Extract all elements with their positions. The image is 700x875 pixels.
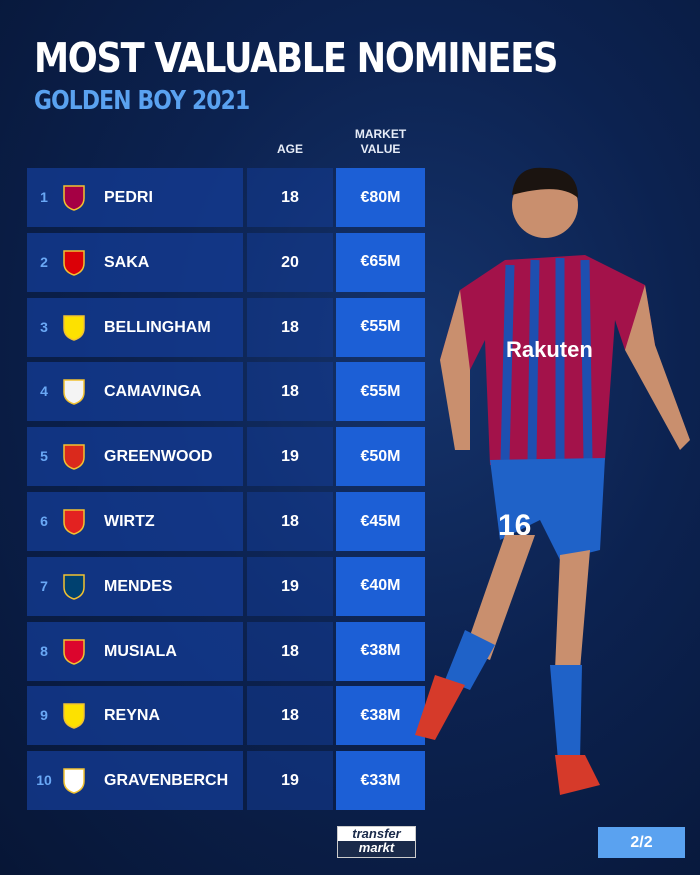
- page-indicator: 2/2: [598, 827, 685, 858]
- name-cell: 6 WIRTZ: [27, 492, 243, 551]
- age-cell: 19: [247, 556, 333, 616]
- table-row: 7 MENDES 19 €40M: [27, 556, 425, 616]
- player-name: MUSIALA: [104, 642, 177, 660]
- age-cell: 18: [247, 168, 333, 227]
- age-cell: 19: [247, 751, 333, 811]
- age-value: 19: [281, 772, 299, 790]
- player-name: CAMAVINGA: [104, 383, 202, 401]
- logo-line2: markt: [358, 840, 395, 855]
- player-name: WIRTZ: [104, 513, 155, 530]
- age-value: 18: [281, 707, 299, 725]
- page-title: MOST VALUABLE NOMINEES: [34, 34, 558, 82]
- table-row: 6 WIRTZ 18 €45M: [27, 492, 425, 551]
- rank: 2: [40, 253, 48, 270]
- age-cell: 18: [247, 492, 333, 551]
- name-cell: 9 REYNA: [27, 686, 243, 746]
- market-value-cell: €33M: [336, 751, 425, 811]
- rank: 5: [40, 448, 48, 465]
- age-value: 18: [281, 318, 299, 336]
- rank: 7: [40, 577, 48, 594]
- transfermarkt-logo: transfer markt: [337, 826, 416, 858]
- rank: 4: [40, 383, 48, 400]
- rank: 10: [36, 772, 52, 789]
- age-cell: 18: [247, 297, 333, 357]
- name-cell: 8 MUSIALA: [27, 621, 243, 681]
- age-cell: 19: [247, 427, 333, 487]
- manchester-united-crest-icon: [63, 444, 85, 470]
- player-name: PEDRI: [104, 189, 153, 206]
- age-value: 19: [281, 577, 299, 595]
- arsenal-crest-icon: [63, 250, 85, 276]
- age-cell: 18: [247, 686, 333, 746]
- name-cell: 10 GRAVENBERCH: [27, 751, 243, 811]
- name-cell: 2 SAKA: [27, 232, 243, 292]
- player-photo: Rakuten 16: [415, 167, 690, 795]
- table-row: 2 SAKA 20 €65M: [27, 232, 425, 292]
- market-value-cell: €65M: [336, 232, 425, 292]
- rank: 1: [40, 189, 48, 205]
- market-value-cell: €45M: [336, 492, 425, 551]
- logo-line1: transfer: [338, 827, 415, 841]
- market-value-header-line2: VALUE: [360, 142, 401, 156]
- page-subtitle: GOLDEN BOY 2021: [34, 86, 250, 116]
- market-value-cell: €55M: [336, 297, 425, 357]
- table-row: 9 REYNA 18 €38M: [27, 686, 425, 746]
- market-value-header-line1: MARKET: [354, 127, 407, 141]
- age-header: AGE: [276, 142, 303, 156]
- table-row: 10 GRAVENBERCH 19 €33M: [27, 751, 425, 811]
- market-value-cell: €38M: [336, 686, 425, 746]
- table-row: 3 BELLINGHAM 18 €55M: [27, 297, 425, 357]
- age-value: 18: [281, 642, 299, 660]
- age-value: 18: [281, 513, 299, 530]
- market-value-header: MARKET VALUE: [336, 127, 425, 157]
- real-madrid-crest-icon: [63, 379, 85, 406]
- market-value-cell: €38M: [336, 621, 425, 681]
- shirt-sponsor: Rakuten: [506, 337, 593, 362]
- rank: 3: [40, 318, 48, 335]
- player-name: GRAVENBERCH: [104, 772, 229, 790]
- player-name: REYNA: [104, 707, 161, 725]
- name-cell: 5 GREENWOOD: [27, 427, 243, 487]
- player-name: SAKA: [104, 253, 150, 271]
- age-cell: 18: [247, 621, 333, 681]
- rank: 9: [40, 707, 48, 724]
- leverkusen-crest-icon: [63, 509, 85, 535]
- table-row: 1 PEDRI 18 €80M: [27, 168, 425, 227]
- table-row: 4 CAMAVINGA 18 €55M: [27, 362, 425, 422]
- market-value-cell: €50M: [336, 427, 425, 487]
- dortmund-crest-icon: [63, 703, 85, 730]
- market-value-cell: €40M: [336, 556, 425, 616]
- player-name: BELLINGHAM: [104, 318, 211, 336]
- ajax-crest-icon: [63, 768, 85, 794]
- player-name: GREENWOOD: [104, 448, 213, 466]
- name-cell: 1 PEDRI: [27, 168, 243, 227]
- age-value: 18: [281, 383, 299, 401]
- age-cell: 20: [247, 232, 333, 292]
- table-row: 8 MUSIALA 18 €38M: [27, 621, 425, 681]
- psg-crest-icon: [63, 574, 85, 600]
- age-value: 18: [281, 189, 299, 206]
- age-value: 20: [281, 253, 299, 271]
- name-cell: 3 BELLINGHAM: [27, 297, 243, 357]
- rank: 6: [40, 513, 48, 529]
- player-name: MENDES: [104, 577, 173, 595]
- age-cell: 18: [247, 362, 333, 422]
- dortmund-crest-icon: [63, 314, 85, 341]
- market-value-cell: €55M: [336, 362, 425, 422]
- name-cell: 7 MENDES: [27, 556, 243, 616]
- rank: 8: [40, 642, 48, 659]
- barcelona-crest-icon: [63, 185, 85, 211]
- bayern-crest-icon: [63, 638, 85, 665]
- age-value: 19: [281, 448, 299, 466]
- market-value-cell: €80M: [336, 168, 425, 227]
- table-row: 5 GREENWOOD 19 €50M: [27, 427, 425, 487]
- name-cell: 4 CAMAVINGA: [27, 362, 243, 422]
